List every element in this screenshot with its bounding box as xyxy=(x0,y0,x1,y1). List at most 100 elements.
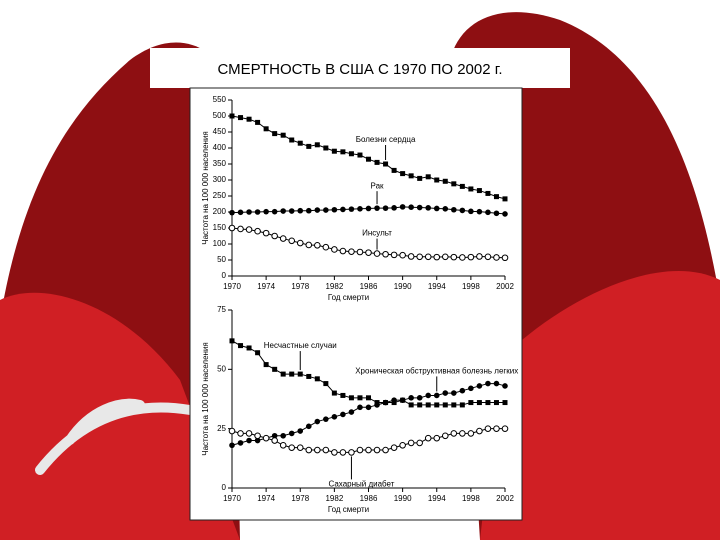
y-tick-label: 250 xyxy=(213,191,227,200)
marker xyxy=(262,434,270,442)
marker xyxy=(280,371,286,377)
marker xyxy=(366,395,371,401)
marker xyxy=(288,237,296,245)
marker xyxy=(391,167,397,173)
marker xyxy=(374,159,380,165)
marker xyxy=(297,140,303,146)
marker xyxy=(485,380,491,387)
marker xyxy=(357,404,363,411)
marker xyxy=(501,254,509,262)
marker xyxy=(391,205,397,211)
y-tick-label: 400 xyxy=(213,143,227,152)
marker xyxy=(314,376,320,382)
marker xyxy=(305,423,312,430)
marker xyxy=(501,425,509,432)
x-axis-label: Год смерти xyxy=(328,505,369,514)
marker xyxy=(408,204,414,210)
marker xyxy=(441,253,449,261)
marker xyxy=(262,229,270,237)
marker xyxy=(467,253,475,261)
marker xyxy=(365,404,372,411)
marker xyxy=(229,209,235,216)
marker xyxy=(314,241,321,249)
marker xyxy=(297,371,303,377)
marker xyxy=(263,362,269,368)
marker xyxy=(383,161,389,167)
marker xyxy=(322,446,330,454)
marker xyxy=(246,116,252,122)
marker xyxy=(382,250,389,258)
marker xyxy=(476,208,483,215)
slide-title: СМЕРТНОСТЬ В США С 1970 ПО 2002 г. xyxy=(217,61,502,78)
marker xyxy=(459,387,466,394)
marker xyxy=(485,190,491,196)
marker xyxy=(228,224,236,232)
marker xyxy=(357,152,363,158)
marker xyxy=(425,174,431,180)
marker xyxy=(254,209,261,215)
marker xyxy=(493,194,499,200)
marker xyxy=(323,145,329,151)
marker xyxy=(493,210,500,217)
marker xyxy=(382,399,389,406)
marker xyxy=(255,350,261,356)
marker xyxy=(374,402,380,408)
marker xyxy=(476,400,482,406)
y-tick-label: 450 xyxy=(213,127,227,136)
marker xyxy=(484,253,492,261)
marker xyxy=(280,132,286,138)
y-tick-label: 0 xyxy=(222,271,227,280)
marker xyxy=(468,385,474,392)
marker xyxy=(356,248,364,256)
marker xyxy=(340,392,346,398)
y-axis-label: Частота на 100 000 населения xyxy=(201,131,210,245)
y-tick-label: 100 xyxy=(213,239,227,248)
marker xyxy=(450,430,458,437)
marker xyxy=(263,126,269,132)
marker xyxy=(407,253,415,260)
marker xyxy=(331,449,338,456)
marker xyxy=(237,225,244,233)
y-tick-label: 50 xyxy=(217,255,226,264)
marker xyxy=(416,439,423,447)
marker xyxy=(296,444,304,451)
marker xyxy=(280,432,286,439)
series-label: Хроническая обструктивная болезнь легких xyxy=(355,367,518,376)
marker xyxy=(468,186,474,192)
marker xyxy=(433,392,440,399)
marker xyxy=(348,151,354,157)
marker xyxy=(476,188,482,194)
marker xyxy=(314,418,321,425)
marker xyxy=(434,177,440,183)
marker xyxy=(408,173,414,179)
x-tick-label: 1990 xyxy=(394,494,412,503)
marker xyxy=(323,381,329,387)
marker xyxy=(433,205,440,212)
marker xyxy=(229,338,235,344)
marker xyxy=(502,400,508,406)
marker xyxy=(485,209,491,216)
marker xyxy=(390,444,398,451)
marker xyxy=(459,430,466,437)
x-tick-label: 2002 xyxy=(496,282,514,291)
marker xyxy=(373,446,381,454)
marker xyxy=(502,211,508,217)
marker xyxy=(305,241,313,249)
x-tick-label: 1982 xyxy=(325,494,343,503)
marker xyxy=(408,402,414,408)
series-label: Сахарный диабет xyxy=(328,480,394,489)
chart-panel xyxy=(189,87,523,521)
marker xyxy=(238,343,244,349)
marker xyxy=(348,395,354,401)
marker xyxy=(314,446,321,454)
marker xyxy=(476,383,483,389)
x-tick-label: 1982 xyxy=(325,282,343,291)
series-label: Инсульт xyxy=(362,229,392,238)
marker xyxy=(323,416,329,422)
marker xyxy=(254,227,261,235)
marker xyxy=(433,253,441,261)
marker xyxy=(237,209,244,216)
marker xyxy=(424,253,432,261)
marker xyxy=(468,400,474,406)
